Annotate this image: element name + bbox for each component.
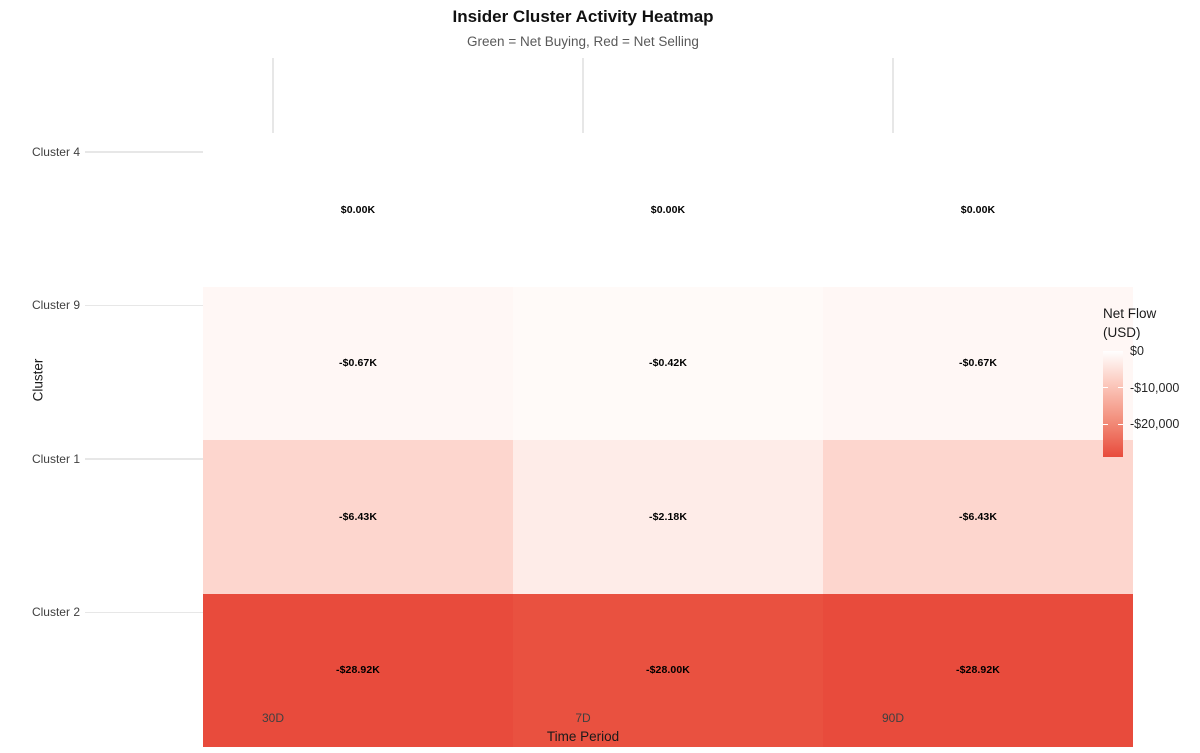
legend-tick-label: -$10,000: [1130, 380, 1180, 395]
legend-title: Net Flow (USD): [1103, 306, 1157, 340]
cell-value-label: -$0.67K: [338, 357, 378, 370]
cell-value-label: -$6.43K: [338, 510, 378, 523]
cell-value-label: -$28.92K: [336, 664, 380, 677]
chart-subtitle: Green = Net Buying, Red = Net Selling: [467, 34, 699, 49]
heatmap-cell-cluster-1-90d: -$6.43K: [823, 440, 1133, 594]
x-axis-title: Time Period: [546, 729, 620, 744]
heatmap-cell-cluster-1-30d: -$6.43K: [203, 440, 513, 594]
y-axis-label-cluster-9: Cluster 9: [31, 298, 80, 313]
legend-tick-label: $0: [1130, 344, 1144, 358]
legend-tick-label: -$20,000: [1130, 417, 1180, 432]
y-axis-title: Cluster: [30, 358, 46, 402]
y-axis-label-cluster-1: Cluster 1: [31, 451, 80, 466]
legend-colorbar: [1103, 351, 1123, 457]
heatmap-cell-cluster-9-7d: -$0.42K: [513, 286, 823, 440]
heatmap-cell-cluster-4-7d: $0.00K: [513, 133, 823, 287]
legend-tick-mark: [1118, 386, 1123, 389]
cell-value-label: $0.00K: [340, 203, 376, 216]
plot-panel: $0.00K $0.00K $0.00K -$0.67K -$0.42K -$0.67K -…: [85, 58, 1133, 747]
legend-tick-mark: [1103, 423, 1108, 426]
y-axis-label-cluster-2: Cluster 2: [31, 605, 80, 620]
cell-value-label: $0.00K: [650, 203, 686, 216]
heatmap-cell-cluster-2-30d: -$28.92K: [203, 593, 513, 747]
x-axis-label-7d: 7D: [575, 711, 591, 725]
y-axis-label-cluster-4: Cluster 4: [31, 144, 80, 159]
heatmap-cell-cluster-4-90d: $0.00K: [823, 133, 1133, 287]
legend-tick-mark: [1103, 386, 1108, 389]
x-axis-label-90d: 90D: [881, 711, 904, 725]
heatmap-cell-cluster-4-30d: $0.00K: [203, 133, 513, 287]
cell-value-label: -$0.67K: [958, 357, 998, 370]
cell-value-label: -$28.92K: [956, 664, 1000, 677]
heatmap-cell-cluster-9-90d: -$0.67K: [823, 286, 1133, 440]
chart-title: Insider Cluster Activity Heatmap: [452, 7, 714, 26]
heatmap-tiles: $0.00K $0.00K $0.00K -$0.67K -$0.42K -$0.67K -…: [203, 133, 1133, 747]
cell-value-label: -$0.42K: [648, 357, 688, 370]
cell-value-label: -$6.43K: [958, 510, 998, 523]
cell-value-label: -$2.18K: [648, 510, 688, 523]
x-axis-label-30d: 30D: [261, 711, 284, 725]
heatmap-cell-cluster-9-30d: -$0.67K: [203, 286, 513, 440]
heatmap-cell-cluster-1-7d: -$2.18K: [513, 440, 823, 594]
cell-value-label: -$28.00K: [646, 664, 690, 677]
legend-tick-mark: [1118, 423, 1123, 426]
heatmap-cell-cluster-2-90d: -$28.92K: [823, 593, 1133, 747]
heatmap-cell-cluster-2-7d: -$28.00K: [513, 593, 823, 747]
cell-value-label: $0.00K: [960, 203, 996, 216]
